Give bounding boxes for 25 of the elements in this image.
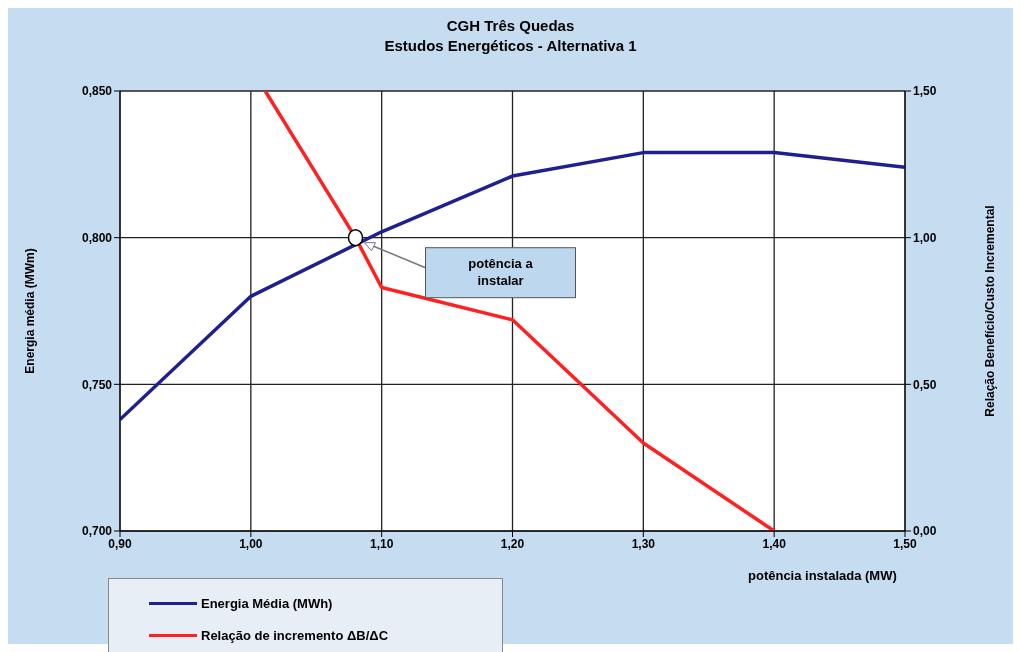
y2-tick-label: 0,50 xyxy=(913,377,937,392)
annotation: potência a instalar xyxy=(468,255,534,288)
chart-subtitle: Estudos Energéticos - Alternativa 1 xyxy=(383,36,638,56)
line-series xyxy=(263,91,776,531)
x-tick-label: 1,20 xyxy=(500,536,525,551)
legend-label: Relação de incremento ΔB/ΔC xyxy=(201,627,389,643)
y2-tick-label: 1,50 xyxy=(913,84,937,99)
y-tick-label: 0,750 xyxy=(81,377,113,392)
x-tick-label: 1,00 xyxy=(239,536,263,551)
x-axis-title: potência instalada (MW) xyxy=(748,568,897,583)
y-tick-label: 0,800 xyxy=(81,230,113,245)
y-tick-label: 0,700 xyxy=(81,524,113,539)
line-series xyxy=(120,150,905,422)
y2-tick-label: 0,00 xyxy=(913,524,937,539)
legend-label: Energia Média (MWh) xyxy=(201,595,333,611)
y-axis-title: Energia média (MWm) xyxy=(23,248,38,374)
y2-axis-title: Relação Benefício/Custo Incremental xyxy=(983,205,998,417)
x-tick-label: 1,40 xyxy=(762,536,787,551)
x-tick-label: 1,10 xyxy=(369,536,394,551)
y2-tick-label: 1,00 xyxy=(913,230,937,245)
x-tick-label: 1,30 xyxy=(631,536,656,551)
x-tick-label: 1,50 xyxy=(893,536,917,551)
x-tick-label: 0,90 xyxy=(108,536,132,551)
chart-title: CGH Três Quedas xyxy=(445,16,576,36)
y-tick-label: 0,850 xyxy=(81,84,113,99)
